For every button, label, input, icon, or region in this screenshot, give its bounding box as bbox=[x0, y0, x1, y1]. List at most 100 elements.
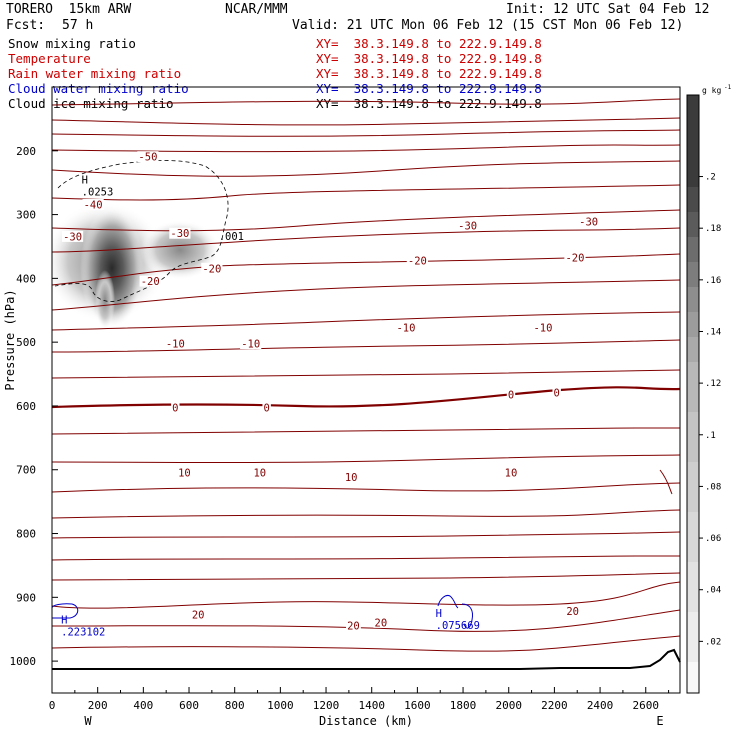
isotherm-label: 0 bbox=[508, 390, 514, 402]
variable-xy-snow: XY= 38.3.149.8 to 222.9.149.8 bbox=[316, 36, 542, 51]
isotherm-label: -20 bbox=[565, 252, 584, 264]
variable-xy-cloud-ice: XY= 38.3.149.8 to 222.9.149.8 bbox=[316, 96, 542, 111]
x-tick-label: 400 bbox=[133, 699, 153, 712]
variable-xy-cloud-water: XY= 38.3.149.8 to 222.9.149.8 bbox=[316, 81, 542, 96]
variable-name-rain: Rain water mixing ratio bbox=[8, 66, 182, 81]
x-tick-label: 2400 bbox=[587, 699, 614, 712]
colorbar-label: .16 bbox=[705, 276, 721, 286]
colorbar-unit-exponent: -1 bbox=[724, 84, 732, 91]
isotherm-label-bg bbox=[406, 255, 428, 267]
high-marker: H bbox=[61, 615, 67, 627]
isotherm-label-bg bbox=[503, 466, 519, 478]
isotherm-label: 20 bbox=[566, 606, 579, 618]
isotherm-label-bg bbox=[564, 251, 586, 263]
isotherm-label: -50 bbox=[138, 152, 157, 164]
init-time: Init: 12 UTC Sat 04 Feb 12 bbox=[506, 2, 710, 17]
isotherm-label: -30 bbox=[170, 228, 189, 240]
isotherm-label: -10 bbox=[241, 339, 260, 351]
x-tick-label: 200 bbox=[88, 699, 108, 712]
isotherm-label: -30 bbox=[458, 221, 477, 233]
isotherm-label-bg bbox=[139, 275, 161, 287]
isotherm-label: -40 bbox=[84, 200, 103, 212]
x-tick-label: 1000 bbox=[267, 699, 294, 712]
isotherm-label-bg bbox=[532, 322, 554, 334]
isotherm-label-bg bbox=[373, 616, 389, 628]
y-tick-label: 200 bbox=[16, 145, 36, 158]
high-marker: H bbox=[436, 608, 442, 620]
isotherm-label-bg bbox=[262, 401, 271, 413]
snow-shading bbox=[52, 202, 220, 330]
isotherm-label: 0 bbox=[263, 402, 269, 414]
colorbar-label: .12 bbox=[705, 379, 721, 389]
freezing-level-line bbox=[52, 386, 680, 409]
max-value-label: .075669 bbox=[436, 620, 480, 632]
colorbar-label: .1 bbox=[705, 431, 716, 441]
colorbar-label: .14 bbox=[705, 327, 721, 337]
isotherm-label: 20 bbox=[375, 617, 388, 629]
variable-xy-rain: XY= 38.3.149.8 to 222.9.149.8 bbox=[316, 66, 542, 81]
y-tick-label: 1000 bbox=[10, 655, 37, 668]
forecast-hour: 57 h bbox=[62, 18, 94, 33]
isotherm-label: -20 bbox=[141, 276, 160, 288]
isotherm-label: -20 bbox=[408, 256, 427, 268]
y-tick-label: 700 bbox=[16, 464, 36, 477]
isotherm-label: 0 bbox=[554, 388, 560, 400]
isotherm-label-bg bbox=[395, 322, 417, 334]
isotherm-label-bg bbox=[171, 401, 180, 413]
x-end-label-east: E bbox=[656, 714, 663, 728]
x-tick-label: 2600 bbox=[632, 699, 659, 712]
isotherm-label: -10 bbox=[396, 323, 415, 335]
y-tick-label: 300 bbox=[16, 209, 36, 222]
colorbar-label: .04 bbox=[705, 586, 721, 596]
x-tick-label: 2000 bbox=[495, 699, 522, 712]
x-tick-label: 1400 bbox=[358, 699, 385, 712]
high-marker: H bbox=[82, 174, 88, 186]
isotherm-label: 20 bbox=[347, 621, 360, 633]
isotherm-label: 10 bbox=[345, 472, 358, 484]
isotherm-label-bg bbox=[252, 466, 268, 478]
org-label: NCAR/MMM bbox=[225, 2, 288, 17]
isotherm-label: -10 bbox=[166, 339, 185, 351]
isotherm-label: -20 bbox=[202, 263, 221, 275]
valid-time: Valid: 21 UTC Mon 06 Feb 12 (15 CST Mon … bbox=[292, 18, 684, 33]
isotherm-label: 0 bbox=[172, 402, 178, 414]
forecast-label: Fcst: bbox=[6, 18, 46, 33]
variable-name-cloud-water: Cloud water mixing ratio bbox=[8, 81, 189, 96]
isotherm-label-bg bbox=[552, 387, 561, 399]
x-end-label-west: W bbox=[84, 714, 92, 728]
y-axis-label: Pressure (hPa) bbox=[3, 289, 17, 390]
isotherm-label-bg bbox=[201, 262, 223, 274]
colorbar-label: .06 bbox=[705, 534, 721, 544]
isotherm-label-bg bbox=[346, 620, 361, 632]
x-tick-label: 800 bbox=[225, 699, 245, 712]
colorbar-label: .02 bbox=[705, 637, 721, 647]
isotherm-label-bg bbox=[578, 216, 600, 228]
colorbar-label: .08 bbox=[705, 482, 721, 492]
y-tick-label: 400 bbox=[16, 272, 36, 285]
temperature-isotherms bbox=[52, 98, 680, 652]
colorbar-label: .2 bbox=[705, 173, 716, 183]
variable-name-snow: Snow mixing ratio bbox=[8, 36, 136, 51]
max-value-label: .001 bbox=[219, 231, 244, 243]
isotherm-label: 10 bbox=[253, 467, 266, 479]
isotherm-label-bg bbox=[506, 389, 516, 401]
colorbar-label: .18 bbox=[705, 224, 721, 234]
isotherm-label-bg bbox=[457, 220, 479, 232]
isotherm-label: -30 bbox=[579, 217, 598, 229]
isotherm-label-bg bbox=[61, 230, 84, 242]
plot-frame bbox=[51, 86, 681, 694]
x-tick-label: 600 bbox=[179, 699, 199, 712]
terrain-line bbox=[52, 648, 681, 670]
isotherm-label-bg bbox=[177, 466, 192, 478]
isotherm-label: 10 bbox=[505, 467, 518, 479]
cloud-water-contours bbox=[51, 595, 473, 629]
isotherm-label-bg bbox=[565, 605, 581, 617]
variable-xy-temperature: XY= 38.3.149.8 to 222.9.149.8 bbox=[316, 51, 542, 66]
isotherm-label-bg bbox=[169, 227, 191, 239]
max-value-label: .223102 bbox=[61, 627, 105, 639]
y-tick-label: 800 bbox=[16, 528, 36, 541]
isotherm-label: -10 bbox=[533, 323, 552, 335]
isotherm-label-bg bbox=[82, 199, 104, 211]
isotherm-label: -30 bbox=[63, 231, 82, 243]
